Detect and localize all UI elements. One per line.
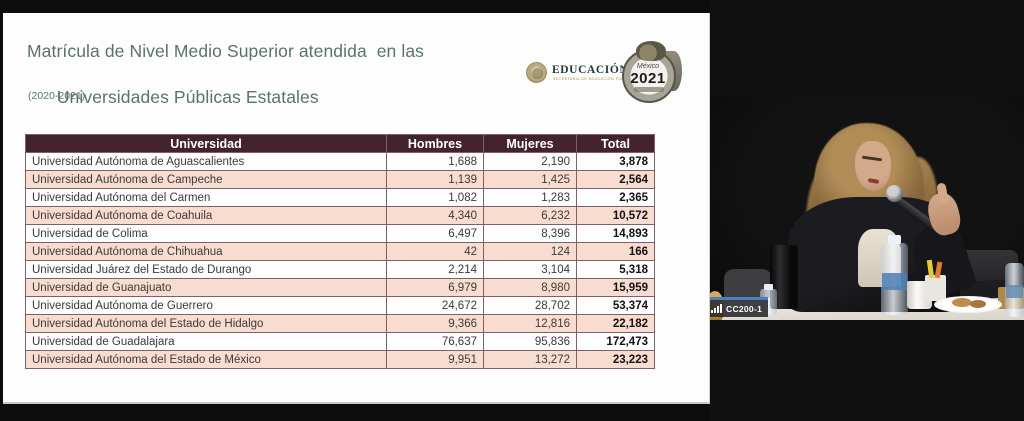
value-cell: 1,425 xyxy=(483,170,577,189)
table-row: Universidad de Guanajuato 6,979 8,980 15,95… xyxy=(25,278,655,297)
slide-title-line1: Matrícula de Nivel Medio Superior atendi… xyxy=(27,41,425,61)
participant-name: CC200-1 xyxy=(726,303,763,314)
slide-title: Matrícula de Nivel Medio Superior atendi… xyxy=(27,40,507,109)
value-cell: 14,893 xyxy=(576,224,655,243)
value-cell: 95,836 xyxy=(483,332,577,351)
table-row: Universidad de Guadalajara 76,637 95,836 17… xyxy=(25,332,655,351)
value-cell: 76,637 xyxy=(386,332,484,351)
university-cell: Universidad Autónoma de Chihuahua xyxy=(25,242,387,261)
value-cell: 42 xyxy=(386,242,484,261)
shared-slide: Matrícula de Nivel Medio Superior atendi… xyxy=(3,13,710,404)
table-row: Universidad Juárez del Estado de Durango… xyxy=(25,260,655,279)
value-cell: 5,318 xyxy=(576,260,655,279)
table-row: Universidad Autónoma de Aguascalientes 1,… xyxy=(25,152,655,171)
enrollment-table-body: Universidad Autónoma de Aguascalientes 1,… xyxy=(25,152,655,369)
mexico-2021-badge: México 2021 xyxy=(620,41,682,107)
value-cell: 8,980 xyxy=(483,278,577,297)
value-cell: 13,272 xyxy=(483,350,577,369)
value-cell: 124 xyxy=(483,242,577,261)
header-universidad: Universidad xyxy=(25,134,387,153)
value-cell: 1,082 xyxy=(386,188,484,207)
value-cell: 1,139 xyxy=(386,170,484,189)
value-cell: 22,182 xyxy=(576,314,655,333)
value-cell: 3,104 xyxy=(483,260,577,279)
value-cell: 2,564 xyxy=(576,170,655,189)
badge-country-label: México xyxy=(636,63,660,70)
value-cell: 3,878 xyxy=(576,152,655,171)
slide-subtitle: (2020-2021) xyxy=(28,90,86,102)
enrollment-table: Universidad Hombres Mujeres Total Univer… xyxy=(25,134,655,369)
value-cell: 15,959 xyxy=(576,278,655,297)
value-cell: 53,374 xyxy=(576,296,655,315)
sep-eagle-seal-icon xyxy=(526,62,547,83)
value-cell: 2,365 xyxy=(576,188,655,207)
value-cell: 9,366 xyxy=(386,314,484,333)
value-cell: 6,979 xyxy=(386,278,484,297)
cookie xyxy=(970,300,986,308)
value-cell: 6,497 xyxy=(386,224,484,243)
badge-footer-band xyxy=(634,87,664,92)
educacion-subline: SECRETARÍA DE EDUCACIÓN PÚBLICA xyxy=(553,77,635,81)
university-cell: Universidad Autónoma del Estado de Hidal… xyxy=(25,314,387,333)
header-hombres: Hombres xyxy=(386,134,484,153)
university-cell: Universidad Juárez del Estado de Durango xyxy=(25,260,387,279)
microphone-head xyxy=(886,185,903,202)
value-cell: 2,214 xyxy=(386,260,484,279)
speaker-video-tile[interactable]: CC200-1 xyxy=(710,97,1024,320)
signal-bars-icon xyxy=(711,304,722,313)
header-mujeres: Mujeres xyxy=(483,134,577,153)
value-cell: 6,232 xyxy=(483,206,577,225)
table-row: Universidad de Colima 6,497 8,396 14,893 xyxy=(25,224,655,243)
table-row: Universidad Autónoma de Campeche 1,139 1,4… xyxy=(25,170,655,189)
cookie xyxy=(952,298,972,307)
participant-name-overlay: CC200-1 xyxy=(710,297,769,317)
university-cell: Universidad Autónoma de Coahuila xyxy=(25,206,387,225)
value-cell: 172,473 xyxy=(576,332,655,351)
university-cell: Universidad Autónoma de Guerrero xyxy=(25,296,387,315)
table-row: Universidad Autónoma de Coahuila 4,340 6,2… xyxy=(25,206,655,225)
serpent-head-icon xyxy=(636,41,666,61)
table-row: Universidad Autónoma de Guerrero 24,672 28… xyxy=(25,296,655,315)
slide-title-line2: Universidades Públicas Estatales xyxy=(56,87,319,107)
water-bottle xyxy=(881,235,908,315)
table-row: Universidad Autónoma del Carmen 1,082 1,28… xyxy=(25,188,655,207)
sugar-caddy xyxy=(925,275,946,301)
value-cell: 9,951 xyxy=(386,350,484,369)
university-cell: Universidad de Guadalajara xyxy=(25,332,387,351)
value-cell: 23,223 xyxy=(576,350,655,369)
water-bottle xyxy=(1005,263,1024,317)
table-header-row: Universidad Hombres Mujeres Total xyxy=(25,134,655,153)
value-cell: 2,190 xyxy=(483,152,577,171)
value-cell: 28,702 xyxy=(483,296,577,315)
value-cell: 12,816 xyxy=(483,314,577,333)
video-panel: CC200-1 xyxy=(710,0,1024,421)
university-cell: Universidad Autónoma de Aguascalientes xyxy=(25,152,387,171)
badge-year-label: 2021 xyxy=(630,70,666,87)
header-total: Total xyxy=(576,134,655,153)
value-cell: 1,283 xyxy=(483,188,577,207)
university-cell: Universidad de Guanajuato xyxy=(25,278,387,297)
table-row: Universidad Autónoma de Chihuahua 42 124 16… xyxy=(25,242,655,261)
university-cell: Universidad Autónoma de Campeche xyxy=(25,170,387,189)
educacion-logo: EDUCACIÓN SECRETARÍA DE EDUCACIÓN PÚBLIC… xyxy=(526,61,634,87)
value-cell: 8,396 xyxy=(483,224,577,243)
university-cell: Universidad Autónoma del Estado de Méxic… xyxy=(25,350,387,369)
educacion-wordmark: EDUCACIÓN xyxy=(552,64,629,76)
value-cell: 1,688 xyxy=(386,152,484,171)
university-cell: Universidad Autónoma del Carmen xyxy=(25,188,387,207)
speaker-face xyxy=(855,141,891,191)
value-cell: 24,672 xyxy=(386,296,484,315)
table-row: Universidad Autónoma del Estado de Méxic… xyxy=(25,350,655,369)
university-cell: Universidad de Colima xyxy=(25,224,387,243)
value-cell: 166 xyxy=(576,242,655,261)
table-row: Universidad Autónoma del Estado de Hidal… xyxy=(25,314,655,333)
value-cell: 4,340 xyxy=(386,206,484,225)
value-cell: 10,572 xyxy=(576,206,655,225)
